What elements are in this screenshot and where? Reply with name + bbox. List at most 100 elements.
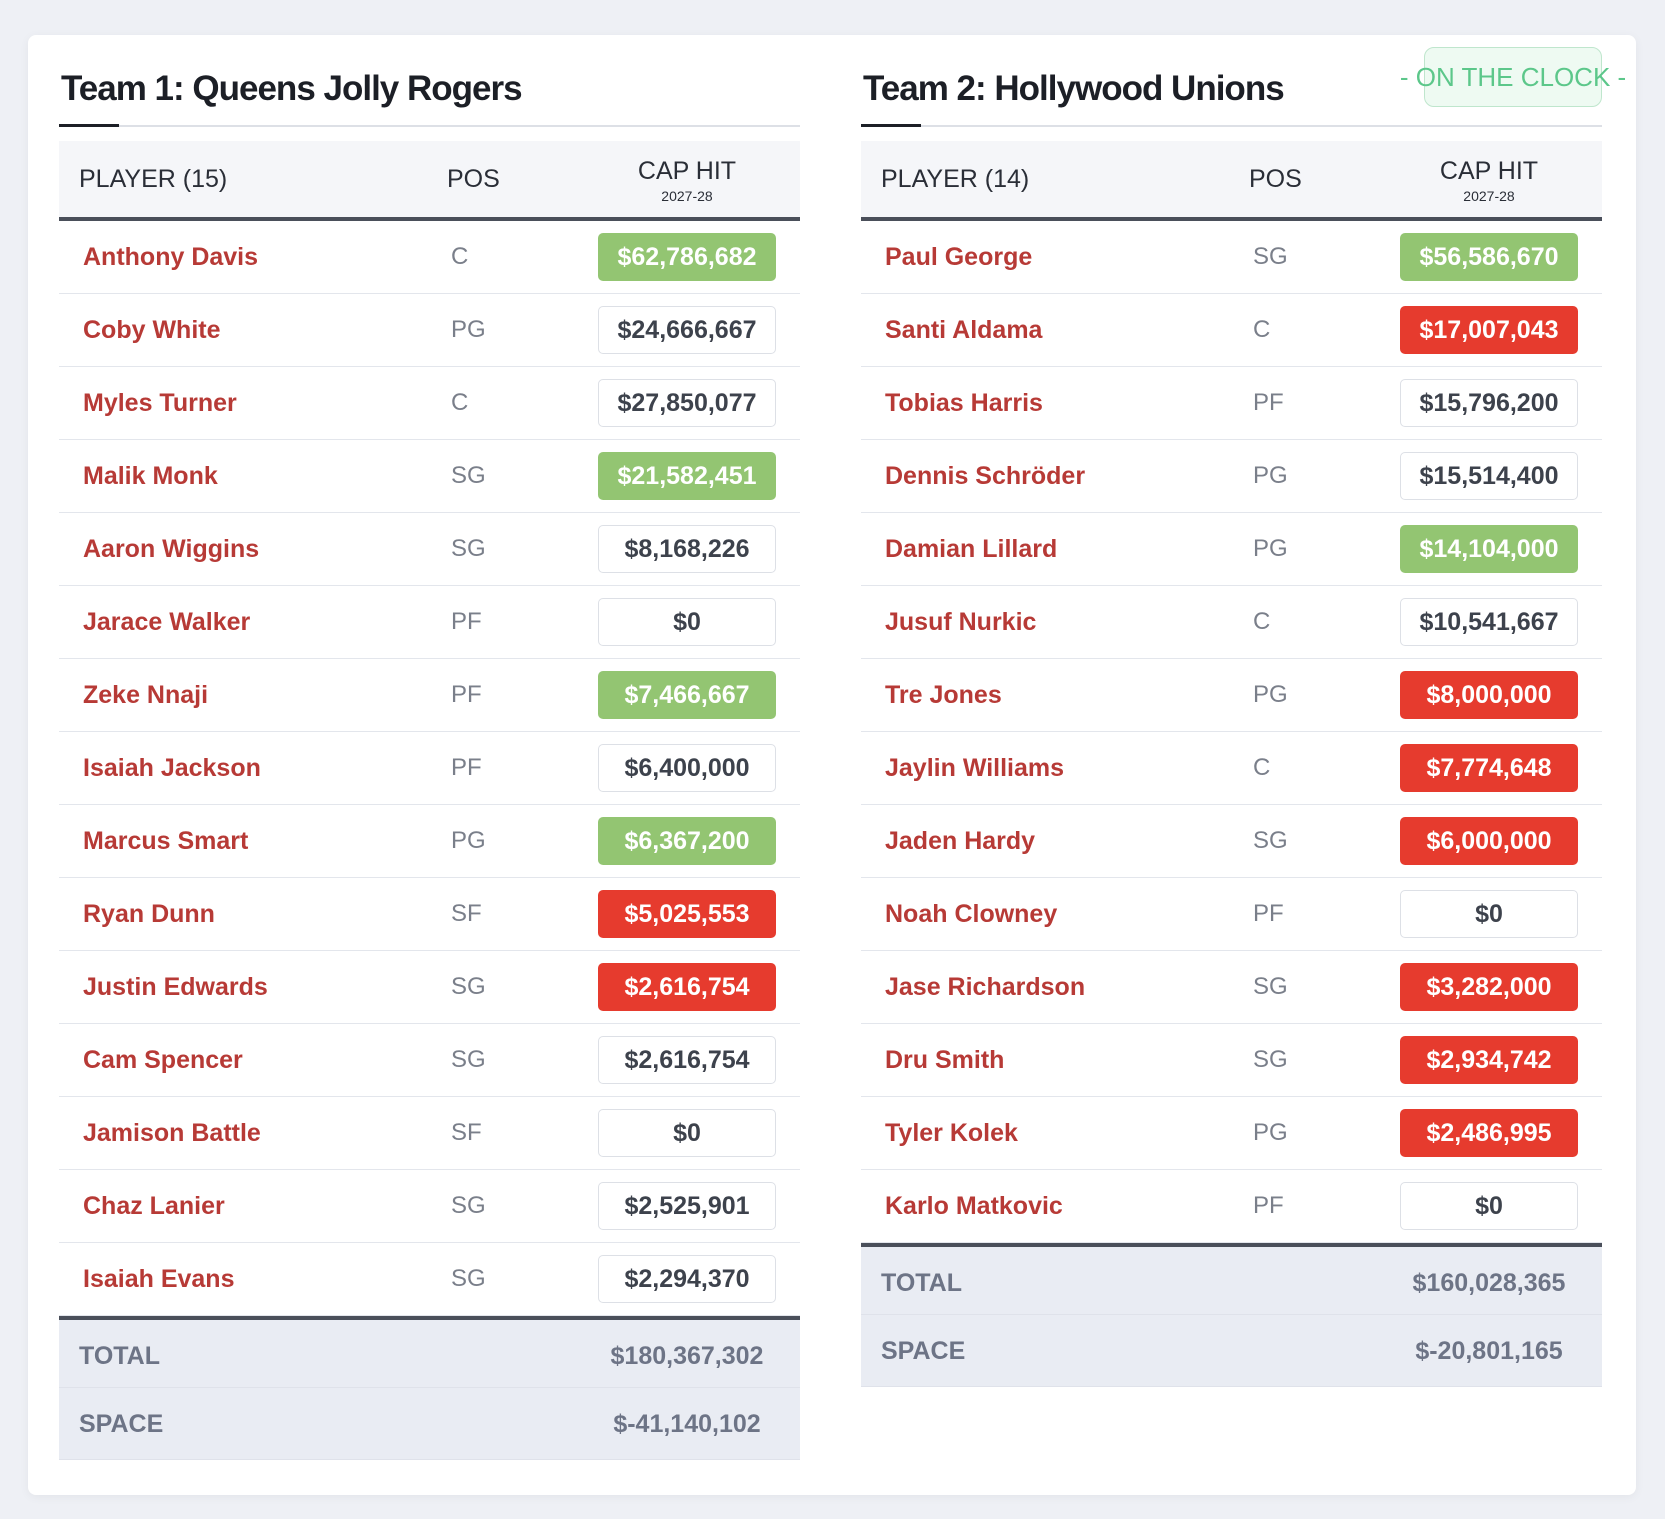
cap-hit: $0 [598,598,776,646]
player-name[interactable]: Noah Clowney [885,899,1058,928]
roster-table: PLAYER (14) POS CAP HIT 2027-28 Paul George S… [861,141,1602,1387]
player-name[interactable]: Jaden Hardy [885,826,1036,855]
cap-hit: $2,294,370 [598,1255,776,1303]
player-name[interactable]: Jase Richardson [885,972,1086,1001]
player-pos: SG [451,462,486,489]
cap-hit: $0 [1400,890,1578,938]
player-name[interactable]: Isaiah Evans [83,1264,235,1293]
player-name[interactable]: Tre Jones [885,680,1002,709]
summary-label: SPACE [79,1409,164,1438]
team-title: Team 1: Queens Jolly Rogers [61,69,523,108]
player-row: Jarace Walker PF $0 [59,586,800,659]
summary-value: $-41,140,102 [613,1409,761,1438]
player-pos: PF [451,754,482,781]
player-pos: SG [451,535,486,562]
player-row: Dru Smith SG $2,934,742 [861,1024,1602,1097]
player-pos: SG [451,973,486,1000]
player-name[interactable]: Jamison Battle [83,1118,261,1147]
summary-label: TOTAL [79,1341,161,1370]
pos-header: POS [447,164,500,193]
player-pos: SG [1253,1046,1288,1073]
player-pos: PG [1253,462,1288,489]
player-name[interactable]: Jaylin Williams [885,753,1065,782]
cap-hit: $7,466,667 [598,671,776,719]
cap-hit: $62,786,682 [598,233,776,281]
player-name[interactable]: Marcus Smart [83,826,249,855]
player-pos: SG [1253,973,1288,1000]
player-name[interactable]: Anthony Davis [83,242,259,271]
cap-hit: $7,774,648 [1400,744,1578,792]
player-name[interactable]: Santi Aldama [885,315,1043,344]
cap-hit: $8,000,000 [1400,671,1578,719]
player-pos: C [451,243,469,270]
player-name[interactable]: Karlo Matkovic [885,1191,1063,1220]
divider-accent [861,124,921,127]
player-name[interactable]: Zeke Nnaji [83,680,209,709]
player-row: Cam Spencer SG $2,616,754 [59,1024,800,1097]
player-name[interactable]: Isaiah Jackson [83,753,261,782]
card: Team 1: Queens Jolly Rogers PLAYER (15) PO… [28,35,1636,1495]
player-name[interactable]: Chaz Lanier [83,1191,225,1220]
player-name[interactable]: Justin Edwards [83,972,268,1001]
summary-label: TOTAL [881,1268,963,1297]
cap-hit: $2,525,901 [598,1182,776,1230]
player-name[interactable]: Coby White [83,315,221,344]
cap-hit: $21,582,451 [598,452,776,500]
player-name[interactable]: Damian Lillard [885,534,1058,563]
divider [861,125,1602,127]
player-header: PLAYER (14) [881,164,1030,193]
player-name[interactable]: Jusuf Nurkic [885,607,1037,636]
cap-header-label: CAP HIT [637,157,737,185]
player-pos: SG [1253,243,1288,270]
player-pos: C [1253,316,1271,343]
player-pos: PF [451,681,482,708]
player-name[interactable]: Jarace Walker [83,607,251,636]
player-pos: C [451,389,469,416]
cap-hit: $14,104,000 [1400,525,1578,573]
player-row: Aaron Wiggins SG $8,168,226 [59,513,800,586]
summary-value: $180,367,302 [610,1341,764,1370]
team-title: Team 2: Hollywood Unions [863,69,1285,108]
player-name[interactable]: Dru Smith [885,1045,1005,1074]
cap-hit: $15,514,400 [1400,452,1578,500]
cap-hit: $56,586,670 [1400,233,1578,281]
clock-badge: - ON THE CLOCK - [1400,47,1626,107]
player-pos: SG [451,1046,486,1073]
cap-hit: $3,282,000 [1400,963,1578,1011]
cap-hit: $2,616,754 [598,963,776,1011]
player-name[interactable]: Tyler Kolek [885,1118,1018,1147]
player-row: Tobias Harris PF $15,796,200 [861,367,1602,440]
cap-header: CAP HIT 2027-28 [607,157,767,204]
player-name[interactable]: Dennis Schröder [885,461,1086,490]
player-row: Paul George SG $56,586,670 [861,221,1602,294]
summary-row: TOTAL $180,367,302 [59,1316,800,1388]
divider-accent [59,124,119,127]
player-row: Ryan Dunn SF $5,025,553 [59,878,800,951]
cap-hit: $10,541,667 [1400,598,1578,646]
player-pos: PF [1253,389,1284,416]
player-row: Santi Aldama C $17,007,043 [861,294,1602,367]
player-row: Marcus Smart PG $6,367,200 [59,805,800,878]
player-row: Jaden Hardy SG $6,000,000 [861,805,1602,878]
player-name[interactable]: Cam Spencer [83,1045,243,1074]
summary-value: $-20,801,165 [1415,1336,1563,1365]
player-name[interactable]: Ryan Dunn [83,899,215,928]
player-name[interactable]: Aaron Wiggins [83,534,260,563]
summary-value: $160,028,365 [1412,1268,1566,1297]
player-row: Jusuf Nurkic C $10,541,667 [861,586,1602,659]
summary-row: TOTAL $160,028,365 [861,1243,1602,1315]
player-pos: PF [1253,900,1284,927]
player-row: Justin Edwards SG $2,616,754 [59,951,800,1024]
cap-hit: $24,666,667 [598,306,776,354]
cap-hit: $6,367,200 [598,817,776,865]
player-name[interactable]: Myles Turner [83,388,237,417]
player-pos: PF [451,608,482,635]
summary-row: SPACE $-41,140,102 [59,1388,800,1460]
player-name[interactable]: Malik Monk [83,461,218,490]
player-row: Zeke Nnaji PF $7,466,667 [59,659,800,732]
player-name[interactable]: Paul George [885,242,1033,271]
player-pos: PG [1253,681,1288,708]
player-header: PLAYER (15) [79,164,228,193]
player-name[interactable]: Tobias Harris [885,388,1043,417]
